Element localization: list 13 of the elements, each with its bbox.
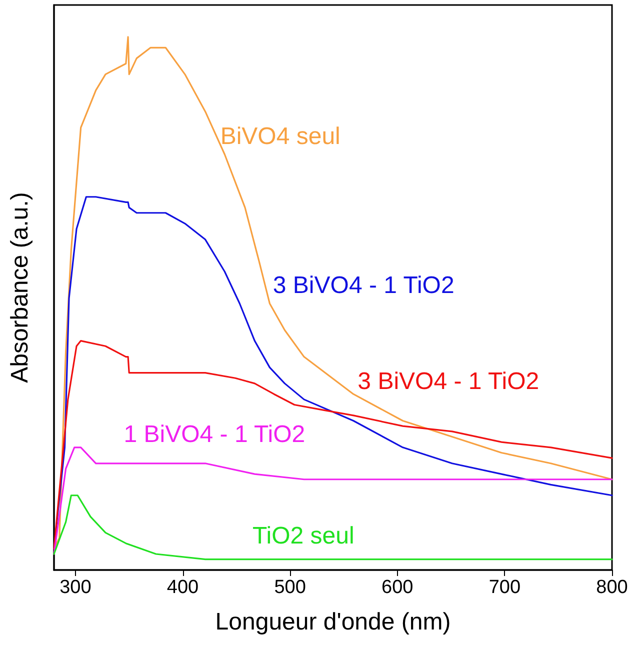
y-axis-title: Absorbance (a.u.) bbox=[6, 192, 34, 383]
x-tick-label: 600 bbox=[382, 577, 414, 598]
series-label: BiVO4 seul bbox=[220, 122, 340, 150]
series-label: 3 BiVO4 - 1 TiO2 bbox=[272, 272, 454, 299]
series-label: TiO2 seul bbox=[252, 522, 354, 550]
x-axis-title: Longueur d'onde (nm) bbox=[215, 608, 451, 636]
x-tick-label: 700 bbox=[488, 577, 521, 598]
x-tick-label: 300 bbox=[60, 577, 92, 598]
x-tick-label: 500 bbox=[274, 577, 306, 598]
series-label: 1 BiVO4 - 1 TiO2 bbox=[124, 421, 306, 448]
x-tick-label: 800 bbox=[596, 577, 628, 598]
series-label: 3 BiVO4 - 1 TiO2 bbox=[358, 368, 540, 395]
x-tick-label: 400 bbox=[166, 577, 199, 598]
